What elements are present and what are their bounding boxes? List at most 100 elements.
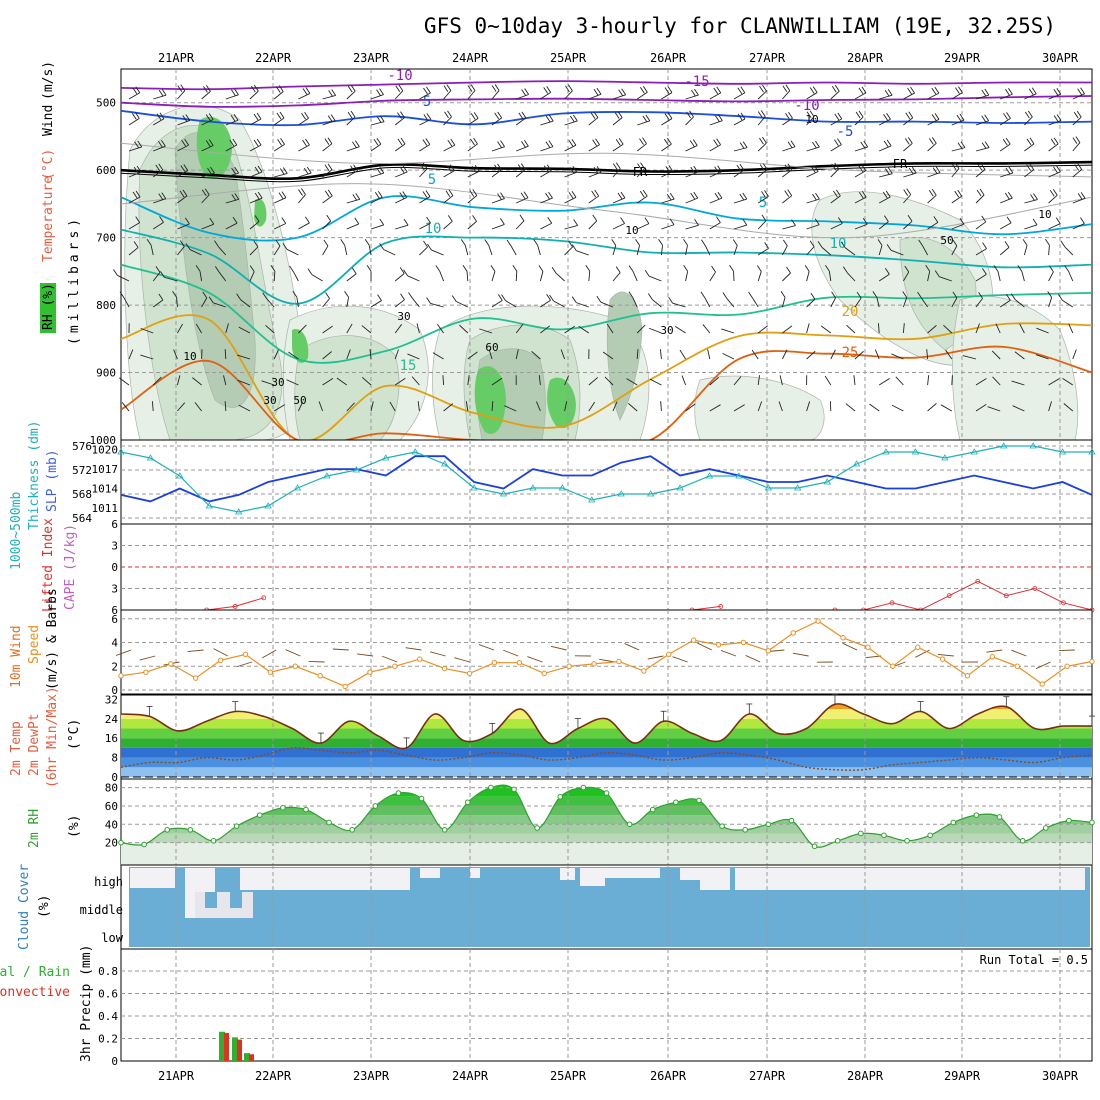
wind-barb-feather [1052,189,1058,196]
wind-barb [1014,299,1025,308]
rh-line [118,784,1095,850]
wind-barb-feather [835,189,841,197]
wind-barb-feather [756,265,762,272]
wind-barb-feather [694,219,699,226]
wind-barb-feather [831,85,837,93]
wind-barb-feather [305,216,310,224]
wind-barb-feather [840,241,846,249]
wind-barb [648,327,662,334]
wind-barb-feather [834,113,840,121]
precip-axis-label: 3hr Precip (mm) [79,945,94,1062]
wind-barb-feather [379,243,385,250]
wind-barb-feather [740,112,746,120]
wind-barb [249,271,255,282]
wind-speed-point [292,663,298,669]
wind-barb-feather [831,291,836,299]
wind-barb-feather [759,85,764,93]
wind-barb-feather [959,217,965,225]
wind-barb-feather [1049,265,1054,273]
wind-barb-feather [982,242,987,249]
wind-barb [121,402,130,412]
wind-barb [637,120,651,126]
wind-speed-point [964,673,971,679]
wind-barb [588,117,599,126]
wind-barb-feather [981,115,987,123]
wind-speed-point [417,656,423,662]
surface-wind-barb [187,649,204,653]
wind-barb [975,94,989,100]
wind-barb-feather [748,291,753,299]
cloud-fill [129,867,1090,947]
wind-barb [370,172,384,178]
wind-barb [249,197,263,204]
wind-barb [249,144,262,152]
wind-barb-feather [981,89,987,97]
wind-barb-feather [1049,190,1055,197]
wind-barb-feather [716,86,722,94]
wind-barb [1072,116,1082,126]
wind-barb [540,222,552,230]
wind-barb [224,401,227,412]
wind-barb-feather [686,111,691,119]
rh-point [765,821,772,828]
wind-speed-point [491,659,498,666]
wind-barb [286,379,299,386]
wind-barb [757,116,766,126]
wind-barb [467,351,478,360]
wind-barb-feather [276,112,282,120]
wind-barb [757,169,768,178]
wind-barb-feather [812,193,817,201]
wind-barb [722,352,735,360]
wind-barb [201,172,215,178]
wind-barb-feather [621,88,627,96]
wind-barb [975,169,986,178]
temperature-label: Temperature [41,176,56,262]
wind-barb-feather [639,190,645,198]
wind-barb [225,94,239,100]
wind-barb [201,119,214,126]
wind-barb-feather [279,168,285,175]
wind-barb [830,168,840,178]
wind-barb [346,170,358,178]
slp-tick-label: 1020 [92,444,119,457]
surface-wind-barb [792,652,809,657]
wind-barb-feather [690,166,696,174]
thickness-marker [499,490,508,497]
wind-barb-feather [325,292,330,299]
wind-barb [1048,194,1058,204]
wind-barb-feather [497,163,502,171]
isotherm-FR [120,160,1093,181]
wind-barb-feather [984,114,990,122]
wind-barb [538,375,541,386]
wind-barb [419,92,431,100]
wind-barb-feather [908,167,914,175]
wind-barb-feather [571,138,577,146]
rh-contour-label: 10 [1038,208,1051,221]
wind-barb [515,220,525,230]
wind-barb [757,220,767,230]
pressure-tick-label: 700 [96,232,116,245]
wind-barb-feather [472,215,477,222]
wind-barb-feather [591,190,597,198]
wind-barb-feather [281,191,287,198]
surface-wind-barb [236,661,253,668]
isotherm-5C [120,195,1093,242]
wind-barb [782,90,791,100]
slp-line [120,455,1093,503]
wind-barb [442,375,445,386]
rh-point [557,793,564,800]
wind-barb-feather [855,111,861,119]
wind-barb [322,143,333,152]
wind-barb [679,349,686,360]
wind-barb-feather [1010,293,1016,300]
wind-barb-feather [254,166,260,174]
wind-barb-feather [593,166,599,174]
bottom-date-label: 25APR [550,1069,587,1083]
wind-barb [830,223,843,230]
wind-barb [951,245,958,256]
rh-point [904,838,910,844]
wind-barb [975,378,987,386]
rh-point [742,827,749,833]
wind-barb [674,326,686,334]
wind-barb [1019,323,1025,334]
